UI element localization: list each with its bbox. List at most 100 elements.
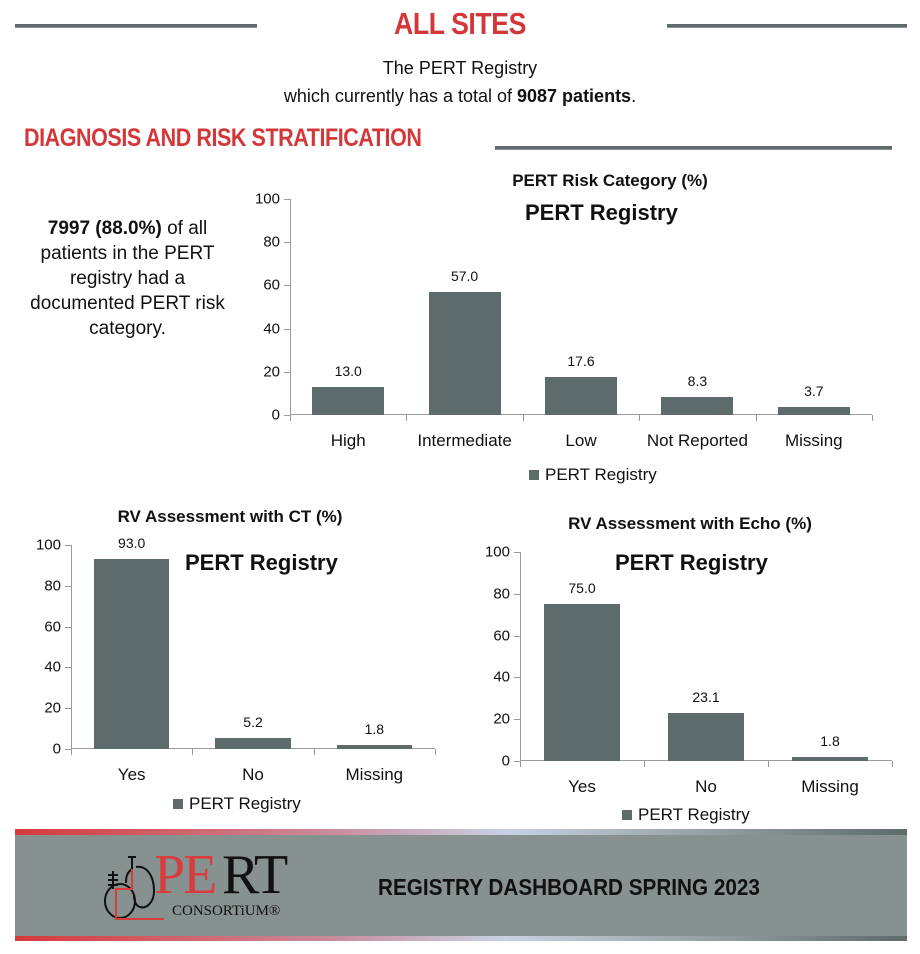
category-label: Low (565, 431, 597, 450)
y-tick-label: 100 (35, 536, 61, 554)
page-title: ALL SITES (394, 6, 526, 41)
y-tick-label: 40 (493, 668, 510, 686)
chart-title: RV Assessment with CT (%) (117, 507, 343, 526)
bar (336, 745, 412, 749)
y-tick (284, 371, 290, 373)
chart-subtitle: PERT Registry (525, 200, 678, 225)
callout-text: of all patients in the PERT registry had… (30, 218, 225, 339)
y-tick (514, 719, 520, 721)
patient-total-prefix: which currently has a total of (283, 86, 518, 106)
y-tick-label: 0 (271, 406, 280, 424)
y-tick-label: 40 (44, 658, 61, 676)
bar-value-label: 17.6 (567, 352, 595, 369)
y-tick-label: 60 (493, 627, 510, 645)
x-tick (435, 749, 436, 755)
banner-top-stripe (15, 829, 907, 835)
x-tick (892, 761, 893, 767)
x-tick (313, 749, 315, 755)
dashboard-title: REGISTRY DASHBOARD SPRING 2023 (378, 874, 760, 900)
bar (215, 738, 291, 749)
bar-value-label: 5.2 (243, 714, 263, 731)
x-tick (872, 415, 873, 421)
x-tick (639, 415, 641, 421)
bar-value-label: 75.0 (568, 580, 596, 597)
plot-area: 0 20 40 60 80 100 93.0 Yes 5.2 No 1.8 Missing (36, 535, 436, 784)
y-tick-label: 80 (44, 577, 61, 595)
y-tick-label: 60 (263, 276, 280, 294)
heart-lungs-icon (104, 856, 164, 920)
y-axis (71, 545, 72, 749)
x-tick (644, 761, 645, 767)
y-tick-label: 80 (493, 585, 510, 603)
y-tick (65, 667, 71, 669)
y-tick (284, 199, 290, 200)
category-label: Not Reported (646, 431, 748, 450)
chart-legend: PERT Registry (622, 805, 750, 825)
patient-total-suffix: . (631, 86, 637, 106)
patient-total-count: 9087 patients (517, 86, 632, 106)
bar-value-label: 13.0 (334, 362, 362, 379)
y-tick (514, 593, 520, 595)
y-tick-label: 0 (501, 752, 510, 770)
bar (543, 604, 621, 761)
chart-subtitle: PERT Registry (615, 550, 768, 575)
x-tick (520, 761, 521, 767)
bar-value-label: 3.7 (804, 383, 824, 399)
y-tick-label: 20 (44, 699, 61, 717)
legend-label: PERT Registry (545, 465, 657, 484)
y-tick (514, 677, 520, 679)
y-axis (290, 199, 291, 415)
registry-name: The PERT Registry (382, 58, 538, 78)
category-label: High (330, 431, 366, 450)
y-tick-label: 20 (263, 363, 280, 381)
chart-title: PERT Risk Category (%) (512, 171, 708, 190)
x-tick (71, 749, 72, 755)
y-tick (514, 635, 520, 637)
category-label: No (695, 777, 717, 796)
bar (312, 386, 385, 415)
chart-legend: PERT Registry (173, 794, 301, 814)
category-label: No (242, 765, 264, 784)
y-tick (65, 585, 71, 587)
legend-label: PERT Registry (189, 794, 301, 813)
section-title: DIAGNOSIS AND RISK STRATIFICATION (24, 124, 422, 152)
bar-value-label: 1.8 (820, 733, 840, 750)
y-tick-label: 40 (263, 320, 280, 338)
x-tick (192, 749, 194, 755)
bar (791, 757, 869, 761)
header-rule-left (15, 24, 257, 28)
logo-rt-text: RT (222, 844, 288, 906)
y-tick (514, 761, 520, 762)
chart-subtitle: PERT Registry (185, 550, 338, 575)
y-tick-label: 100 (484, 543, 510, 561)
bar (777, 407, 850, 415)
y-tick (284, 415, 290, 416)
x-tick (755, 415, 757, 421)
logo-pe-text: PE (154, 844, 217, 906)
chart-title: RV Assessment with Echo (%) (568, 514, 812, 533)
bar (428, 291, 501, 415)
legend-swatch (622, 810, 632, 820)
y-tick (65, 708, 71, 710)
y-tick-label: 100 (254, 190, 280, 208)
y-tick (284, 328, 290, 330)
y-tick (65, 545, 71, 546)
footer-banner: PE RT CONSORTiUM® REGISTRY DASHBOARD SPR… (15, 829, 907, 941)
y-tick (284, 285, 290, 287)
pert-consortium-logo: PE RT CONSORTiUM® (102, 844, 312, 927)
category-label: Yes (117, 765, 146, 784)
y-tick (65, 749, 71, 750)
y-axis (520, 552, 521, 761)
y-tick-label: 80 (263, 233, 280, 251)
chart-legend: PERT Registry (529, 465, 657, 485)
bar-value-label: 1.8 (364, 721, 385, 738)
x-tick (406, 415, 408, 421)
section-rule (495, 146, 892, 150)
y-tick-label: 0 (52, 740, 61, 758)
legend-swatch (173, 799, 183, 809)
y-tick (284, 242, 290, 244)
x-tick (290, 415, 291, 421)
plot-area: 0 20 40 60 80 100 75.0 Yes 23.1 No 1.8 Missing (485, 544, 893, 796)
category-label: Missing (345, 765, 404, 784)
y-tick-label: 60 (44, 618, 61, 636)
